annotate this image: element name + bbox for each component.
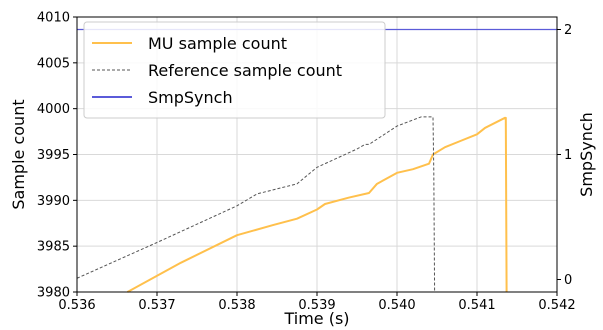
legend-label-reference: Reference sample count [148, 61, 342, 80]
series-mu-sample-count [126, 116, 508, 293]
legend-label-mu: MU sample count [148, 34, 287, 53]
series-reference-sample-count [76, 116, 436, 293]
y2-tick-label: 1 [564, 148, 572, 163]
y-tick-label: 4010 [37, 11, 70, 26]
y-axis-label: Sample count [9, 99, 28, 209]
y2-tick-label: 0 [564, 273, 572, 288]
legend-box [83, 21, 386, 119]
x-tick-label: 0.537 [138, 298, 175, 313]
x-tick-label: 0.538 [218, 298, 255, 313]
y2-axis-label: SmpSynch [577, 112, 596, 197]
x-tick-label: 0.539 [298, 298, 335, 313]
legend-label-smpsynch: SmpSynch [148, 88, 233, 107]
y-tick-label: 3980 [37, 286, 70, 301]
y-tick-label: 3995 [37, 148, 70, 163]
x-axis-label: Time (s) [283, 309, 349, 328]
legend: MU sample count Reference sample count S… [83, 21, 386, 119]
x-tick-label: 0.542 [538, 298, 575, 313]
y-tick-label: 4005 [37, 56, 70, 71]
y-tick-label: 3990 [37, 194, 70, 209]
x-tick-label: 0.540 [378, 298, 415, 313]
x-tick-label: 0.541 [458, 298, 495, 313]
x-tick-label: 0.536 [58, 298, 95, 313]
y2-tick-label: 2 [564, 23, 572, 38]
y-tick-label: 4000 [37, 102, 70, 117]
ticks: 0.536 0.537 0.538 0.539 0.540 0.541 0.542 3980 3… [37, 11, 576, 314]
y-tick-label: 3985 [37, 240, 70, 255]
